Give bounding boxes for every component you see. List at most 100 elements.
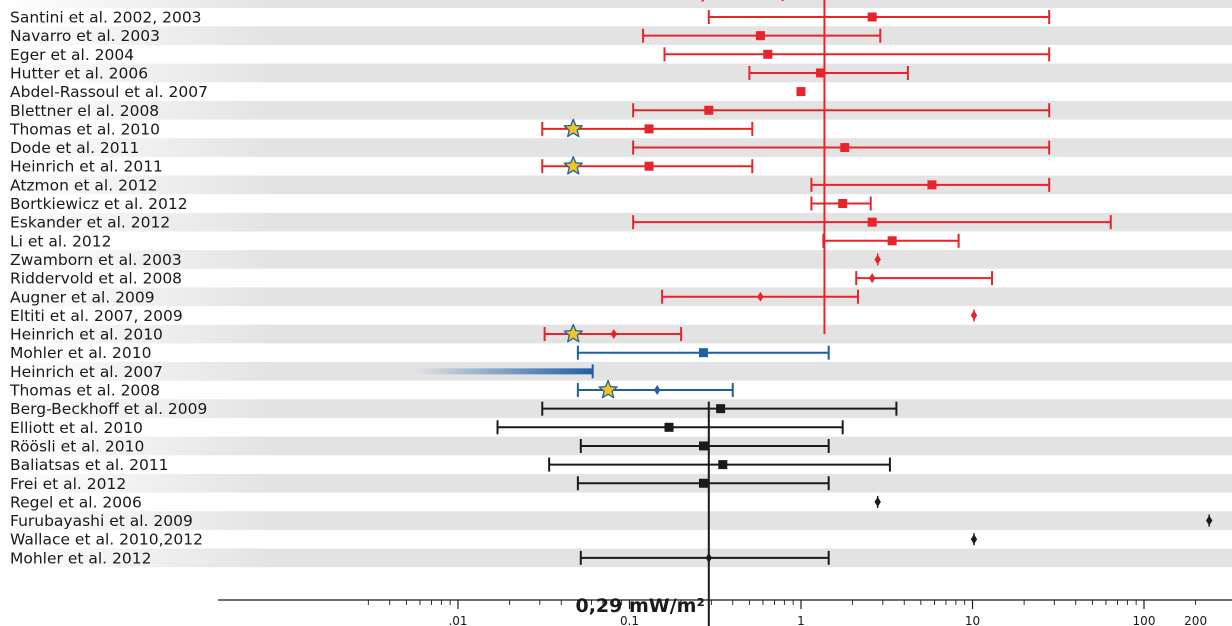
study-label: Elliott et al. 2010	[10, 419, 143, 437]
point-estimate-square	[867, 12, 877, 22]
study-label: Navarro et al. 2003	[10, 27, 160, 45]
star-marker	[563, 118, 583, 138]
study-label: Eltiti et al. 2007, 2009	[10, 307, 183, 325]
point-estimate-square	[716, 404, 726, 414]
row-band	[0, 0, 1232, 8]
row-band	[0, 362, 1232, 381]
study-label: Li et al. 2012	[10, 232, 112, 250]
open-range-bar	[413, 368, 593, 375]
study-interval	[543, 323, 683, 343]
row-band	[0, 511, 1232, 530]
study-label: Hutter et al. 2006	[10, 64, 148, 82]
study-interval	[796, 87, 806, 97]
point-estimate-diamond	[653, 385, 661, 395]
study-interval	[642, 28, 882, 43]
point-estimate-diamond	[610, 329, 618, 340]
point-estimate-diamond	[705, 552, 713, 563]
study-interval	[541, 401, 898, 416]
point-estimate-square	[664, 422, 674, 432]
x-tick-label: 1	[797, 614, 805, 626]
study-label: Bortkiewicz et al. 2012	[10, 195, 188, 213]
study-interval	[663, 47, 1051, 62]
point-estimate-square	[867, 217, 877, 227]
study-label: Eskander et al. 2012	[10, 214, 170, 232]
point-estimate-square	[704, 105, 714, 115]
study-label: Thomas et al. 2008	[9, 382, 160, 400]
study-interval	[548, 457, 891, 472]
study-interval	[822, 233, 960, 248]
point-estimate-square	[838, 199, 848, 208]
study-interval	[632, 140, 1051, 155]
row-band	[0, 175, 1232, 195]
study-interval	[413, 364, 594, 379]
point-estimate-diamond	[757, 291, 764, 302]
row-band	[0, 138, 1232, 157]
study-label: Wallace et al. 2010,2012	[10, 531, 203, 549]
point-estimate-square	[644, 161, 654, 171]
point-estimate-square	[755, 31, 765, 41]
point-estimate-square	[698, 478, 708, 488]
study-label: Dode et al. 2011	[10, 139, 139, 157]
row-band	[0, 212, 1232, 232]
study-interval	[970, 533, 978, 546]
point-estimate-square	[698, 441, 708, 451]
study-interval	[496, 420, 844, 435]
study-label: Baliatsas et al. 2011	[10, 456, 169, 474]
x-tick-label: 200	[1184, 614, 1207, 626]
row-band	[0, 26, 1232, 45]
study-intervals	[413, 10, 1213, 565]
study-label: Atzmon et al. 2012	[10, 176, 158, 194]
x-tick-label: 10	[965, 614, 980, 626]
study-label: Riddervold et al. 2008	[10, 270, 182, 288]
study-interval	[576, 476, 830, 491]
study-interval	[632, 215, 1112, 230]
point-estimate-square	[718, 460, 728, 470]
point-estimate-diamond	[868, 273, 876, 284]
study-label: Santini et al. 2002, 2003	[10, 9, 202, 27]
x-tick-label: 100	[1133, 614, 1156, 626]
study-label: Röösli et al. 2010	[10, 437, 144, 455]
star-marker	[563, 156, 583, 175]
point-estimate-square	[644, 124, 654, 134]
study-interval	[541, 118, 754, 138]
reference-line-label: 0,29 mW/m²	[575, 595, 704, 617]
study-interval	[970, 309, 978, 322]
study-interval	[874, 253, 881, 266]
row-band	[0, 287, 1232, 307]
point-estimate-square	[698, 348, 708, 358]
study-label: Heinrich et al. 2010	[10, 326, 163, 344]
x-axis: .01 0.1 1 10 100 200	[218, 599, 1232, 626]
reference-lines: 1,37 mW/m² 0,29 mW/m²	[575, 0, 826, 626]
row-band	[0, 250, 1232, 269]
study-interval	[661, 289, 860, 304]
study-label: Eger et al. 2004	[10, 46, 134, 64]
study-interval	[810, 196, 872, 211]
point-estimate-square	[763, 49, 773, 59]
study-interval	[579, 550, 830, 565]
study-label: Abdel-Rassoul et al. 2007	[10, 83, 208, 101]
point-estimate-square	[927, 180, 937, 190]
study-interval	[632, 103, 1051, 118]
study-interval	[1206, 514, 1213, 527]
study-label: Thomas et al. 2010	[9, 120, 160, 138]
study-label: Mohler et al. 2010	[10, 344, 151, 362]
study-label: Blettner el al. 2008	[10, 102, 159, 120]
study-interval	[707, 10, 1051, 24]
study-label: Zwamborn et al. 2003	[10, 251, 182, 269]
study-label: Berg-Beckhoff et al. 2009	[10, 400, 207, 418]
study-interval	[579, 438, 830, 453]
study-label: Regel et al. 2006	[10, 493, 142, 511]
star-marker	[563, 323, 583, 343]
point-estimate-square	[887, 236, 897, 246]
study-label: Frei et al. 2012	[10, 475, 126, 493]
star-marker	[598, 379, 618, 399]
study-interval	[748, 65, 909, 80]
row-band	[0, 63, 1232, 83]
row-band	[0, 100, 1232, 120]
x-tick-label: .01	[448, 614, 467, 626]
study-label: Heinrich et al. 2007	[10, 363, 163, 381]
study-label: Mohler et al. 2012	[10, 549, 151, 567]
